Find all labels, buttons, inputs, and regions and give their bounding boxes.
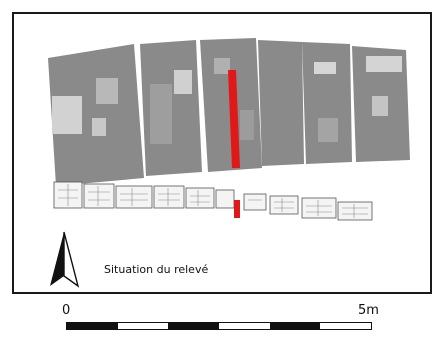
scale-end-label: 5m	[358, 303, 379, 318]
elevation-unit	[115, 185, 153, 209]
building-detail	[314, 62, 336, 74]
building-detail	[372, 96, 388, 116]
plan-caption: Situation du relevé	[104, 263, 209, 276]
facade-elevation-strip	[53, 181, 373, 221]
elevation-unit	[269, 195, 299, 215]
building-block	[258, 40, 304, 166]
building-detail	[96, 78, 118, 104]
building-detail	[52, 96, 82, 134]
elevation-unit	[185, 187, 215, 209]
scale-bar	[66, 322, 372, 330]
building-detail	[92, 118, 106, 136]
survey-highlight-elevation	[234, 200, 240, 218]
scale-bar-segment	[117, 323, 169, 329]
building-detail	[318, 118, 338, 142]
elevation-unit	[83, 183, 115, 209]
elevation-unit	[301, 197, 337, 219]
building-block	[302, 42, 352, 164]
survey-highlight	[228, 70, 240, 168]
elevation-unit	[243, 193, 267, 211]
elevation-unit	[153, 185, 185, 209]
building-detail	[214, 58, 230, 74]
scale-bar-segment	[320, 323, 372, 329]
north-arrow-icon	[50, 231, 80, 288]
facade-plan-view	[48, 38, 410, 186]
scale-bar-segment	[67, 323, 118, 329]
scale-bar-segment	[269, 323, 321, 329]
scale-bar-segment	[168, 323, 220, 329]
building-detail	[240, 110, 254, 140]
building-block	[48, 44, 144, 186]
building-detail	[174, 70, 192, 94]
scale-bar-segment	[219, 323, 270, 329]
scale-start-label: 0	[62, 303, 71, 318]
building-detail	[366, 56, 402, 72]
building-detail	[150, 84, 172, 144]
elevation-unit	[337, 201, 373, 221]
elevation-unit	[215, 189, 235, 209]
